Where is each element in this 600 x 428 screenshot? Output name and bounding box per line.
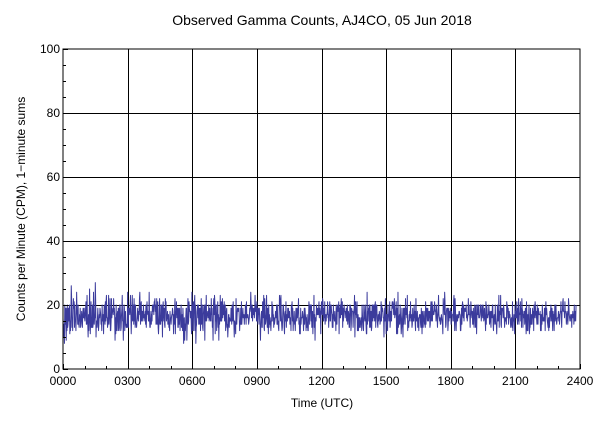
x-tick-label: 1200 [308,374,335,388]
x-tick-label: 0300 [114,374,141,388]
y-tick-label: 100 [40,42,60,56]
y-grid [63,113,580,306]
data-series [62,282,577,344]
y-ticks: 0 20 40 60 80 100 [40,42,68,376]
x-tick-label: 2100 [502,374,529,388]
chart-title: Observed Gamma Counts, AJ4CO, 05 Jun 201… [172,12,472,28]
x-tick-label: 0900 [244,374,271,388]
y-axis-label: Counts per Minute (CPM), 1−minute sums [14,97,28,321]
x-tick-label: 0600 [179,374,206,388]
y-tick-label: 20 [47,298,61,312]
x-tick-label: 2400 [567,374,594,388]
x-ticks: 0000 0300 0600 0900 1200 1500 1800 2100 2400 [50,364,594,388]
y-tick-label: 40 [47,234,61,248]
x-tick-label: 1800 [437,374,464,388]
y-tick-label: 0 [53,362,60,376]
series-line [62,282,577,344]
x-axis-label: Time (UTC) [291,396,353,410]
x-tick-label: 0000 [50,374,77,388]
y-tick-label: 60 [47,170,61,184]
y-tick-label: 80 [47,106,61,120]
x-tick-label: 1500 [373,374,400,388]
